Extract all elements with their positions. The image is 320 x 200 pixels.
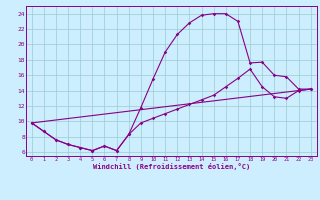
X-axis label: Windchill (Refroidissement éolien,°C): Windchill (Refroidissement éolien,°C)	[92, 163, 250, 170]
